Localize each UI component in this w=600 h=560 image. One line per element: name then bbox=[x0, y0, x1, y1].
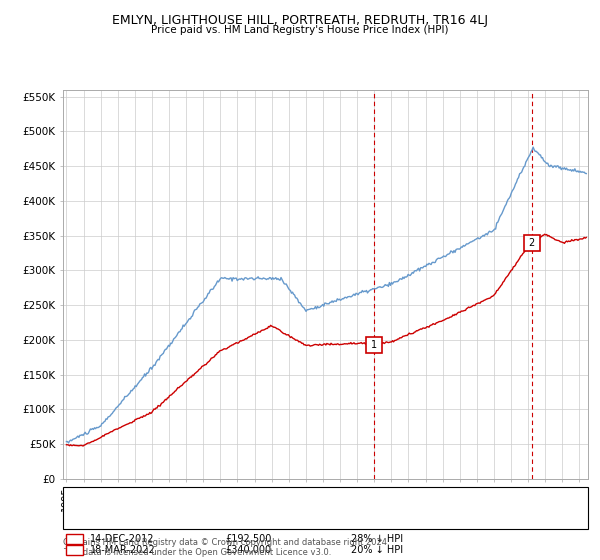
Text: £192,500: £192,500 bbox=[225, 534, 271, 544]
Text: 2: 2 bbox=[529, 237, 535, 248]
Text: 1: 1 bbox=[71, 534, 77, 544]
Text: EMLYN, LIGHTHOUSE HILL, PORTREATH, REDRUTH, TR16 4LJ (detached house): EMLYN, LIGHTHOUSE HILL, PORTREATH, REDRU… bbox=[102, 494, 484, 504]
Text: £340,000: £340,000 bbox=[225, 545, 271, 555]
Text: ——: —— bbox=[78, 492, 101, 506]
Text: Price paid vs. HM Land Registry's House Price Index (HPI): Price paid vs. HM Land Registry's House … bbox=[151, 25, 449, 35]
Text: 2: 2 bbox=[71, 545, 77, 555]
Text: Contains HM Land Registry data © Crown copyright and database right 2024.
This d: Contains HM Land Registry data © Crown c… bbox=[63, 538, 389, 557]
Text: 1: 1 bbox=[370, 340, 377, 350]
Text: 20% ↓ HPI: 20% ↓ HPI bbox=[351, 545, 403, 555]
Text: 18-MAR-2022: 18-MAR-2022 bbox=[90, 545, 156, 555]
Text: 28% ↓ HPI: 28% ↓ HPI bbox=[351, 534, 403, 544]
Text: ——: —— bbox=[78, 511, 101, 524]
Text: 14-DEC-2012: 14-DEC-2012 bbox=[90, 534, 155, 544]
Text: EMLYN, LIGHTHOUSE HILL, PORTREATH, REDRUTH, TR16 4LJ: EMLYN, LIGHTHOUSE HILL, PORTREATH, REDRU… bbox=[112, 14, 488, 27]
Text: HPI: Average price, detached house, Cornwall: HPI: Average price, detached house, Corn… bbox=[102, 512, 325, 522]
